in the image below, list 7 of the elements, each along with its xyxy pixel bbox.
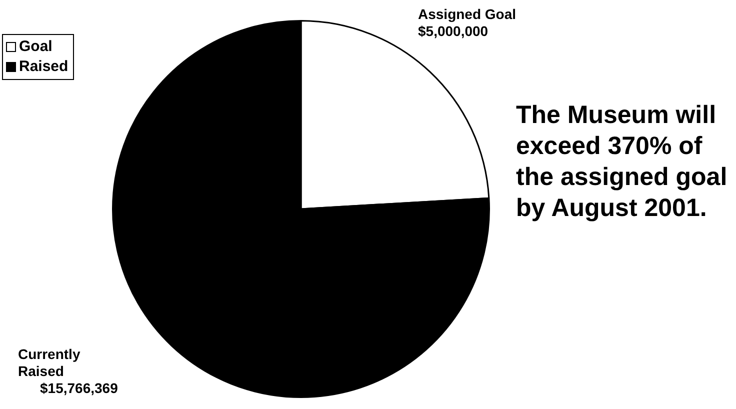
data-label: $5,000,000 — [418, 23, 490, 40]
text: The Museum will exceed 370% of the assigned goal by August 2001. — [516, 100, 728, 224]
legend-label: Goal — [19, 37, 52, 57]
legend-label: Raised — [19, 57, 68, 77]
data-label: $15,766,369 — [39, 380, 119, 397]
text: Currently Raised — [18, 346, 82, 380]
text: Assigned Goal — [418, 6, 518, 23]
